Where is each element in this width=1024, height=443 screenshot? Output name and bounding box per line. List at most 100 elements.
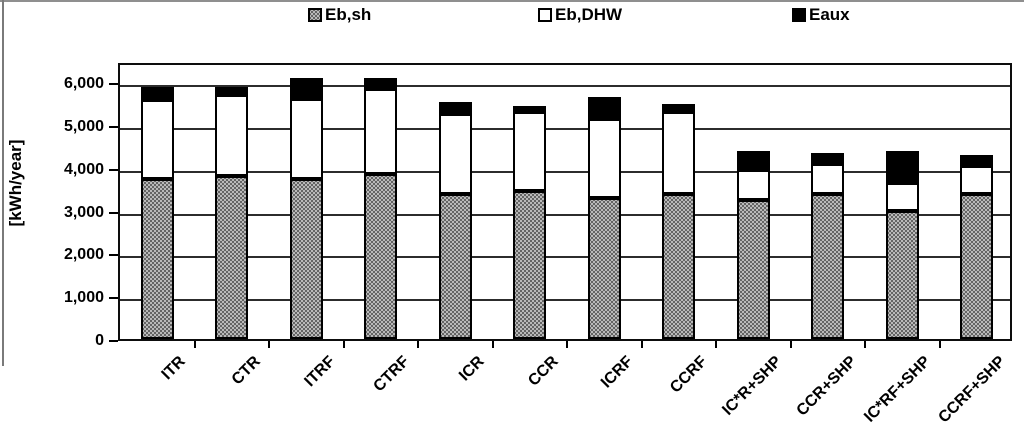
- gridline-5000: [120, 128, 1010, 131]
- segment-eaux: [587, 97, 621, 119]
- x-category-label-ccrf-shp: CCRF+SHP: [935, 353, 1009, 427]
- x-category-label-icrf: ICRF: [597, 353, 637, 392]
- bar-CTRF: [364, 78, 398, 339]
- segment-eb-sh: [662, 193, 696, 339]
- segment-eb-dhw: [438, 114, 472, 194]
- black-swatch-icon: [792, 7, 806, 22]
- x-axis-tick: [640, 341, 643, 348]
- legend-item-eb-dhw: Eb,DHW: [538, 6, 622, 23]
- y-axis-title: [kWh/year]: [6, 139, 25, 227]
- segment-eb-dhw: [662, 112, 696, 194]
- segment-eb-dhw: [364, 88, 398, 175]
- plot-area: [118, 63, 1012, 348]
- y-axis-tick: [109, 83, 118, 86]
- scan-edge-left: [2, 0, 4, 366]
- y-tick-label: 0: [95, 332, 104, 349]
- legend-item-eaux: Eaux: [792, 6, 850, 23]
- x-category-label-icr: ICR: [455, 353, 488, 385]
- segment-eaux: [140, 86, 174, 100]
- bar-ICR: [438, 101, 472, 339]
- bar-CCR+SHP: [811, 152, 845, 339]
- x-category-label-ic-rf-shp: IC*RF+SHP: [861, 353, 935, 426]
- y-tick-label: 1,000: [63, 289, 104, 307]
- segment-eaux: [960, 155, 994, 166]
- x-axis-tick: [417, 341, 419, 348]
- segment-eb-sh: [140, 178, 174, 339]
- segment-eb-sh: [587, 197, 621, 339]
- x-category-label-ccr-shp: CCR+SHP: [793, 353, 860, 420]
- segment-eaux: [736, 150, 770, 171]
- chart-legend: Eb,sh Eb,DHW Eaux: [0, 0, 1024, 30]
- segment-eb-sh: [364, 174, 398, 339]
- segment-eb-sh: [215, 176, 249, 339]
- y-tick-label: 2,000: [63, 246, 104, 264]
- x-axis-tick: [938, 341, 941, 348]
- segment-eaux: [513, 105, 547, 113]
- x-category-label-ccrf: CCRF: [667, 353, 711, 397]
- x-category-label-ctr: CTR: [228, 353, 264, 389]
- y-tick-label: 4,000: [63, 160, 104, 178]
- y-axis-tick: [109, 297, 118, 300]
- segment-eb-sh: [289, 178, 323, 339]
- bar-IC*R+SHP: [736, 150, 770, 339]
- bar-ITRF: [289, 78, 323, 339]
- segment-eaux: [364, 78, 398, 89]
- x-category-label-ic-r-shp: IC*R+SHP: [719, 353, 786, 419]
- x-axis-tick: [789, 341, 792, 348]
- x-category-label-ccr: CCR: [525, 353, 562, 390]
- legend-label: Eaux: [809, 5, 850, 24]
- gridline-6000: [120, 85, 1010, 88]
- bar-ITR: [140, 86, 174, 339]
- gridline-4000: [120, 170, 1010, 173]
- segment-eb-dhw: [736, 170, 770, 200]
- white-swatch-icon: [538, 7, 552, 22]
- segment-eb-sh: [438, 193, 472, 339]
- x-category-label-itrf: ITRF: [301, 353, 339, 391]
- y-tick-label: 5,000: [63, 118, 104, 136]
- segment-eaux: [811, 152, 845, 164]
- y-tick-label: 6,000: [63, 75, 104, 93]
- segment-eaux: [215, 86, 249, 96]
- x-axis-tick: [864, 341, 866, 348]
- bar-CCRF+SHP: [960, 155, 994, 339]
- segment-eaux: [289, 78, 323, 100]
- segment-eb-dhw: [215, 95, 249, 177]
- y-axis-tick: [109, 211, 118, 214]
- y-tick-label: 3,000: [63, 203, 104, 221]
- segment-eb-sh: [885, 210, 919, 339]
- x-axis-tick: [193, 341, 196, 348]
- scan-edge-top: [0, 0, 1024, 2]
- x-category-label-ctrf: CTRF: [370, 353, 413, 396]
- x-category-label-itr: ITR: [159, 353, 190, 384]
- segment-eb-dhw: [140, 99, 174, 179]
- legend-label: Eb,sh: [325, 5, 372, 24]
- segment-eb-sh: [960, 193, 994, 339]
- x-axis-tick: [566, 341, 568, 348]
- x-axis-tick: [491, 341, 494, 348]
- segment-eb-sh: [513, 191, 547, 339]
- y-axis-tick: [109, 168, 118, 171]
- gridline-2000: [120, 256, 1010, 259]
- segment-eb-dhw: [587, 118, 621, 198]
- y-axis-tick: [109, 126, 118, 129]
- segment-eb-sh: [811, 193, 845, 339]
- dotted-gray-swatch-icon: [308, 7, 322, 22]
- bar-CCR: [513, 105, 547, 339]
- legend-item-eb-sh: Eb,sh: [308, 6, 371, 23]
- bar-CTR: [215, 86, 249, 339]
- segment-eaux: [438, 101, 472, 115]
- gridline-1000: [120, 299, 1010, 302]
- legend-label: Eb,DHW: [555, 5, 623, 24]
- segment-eb-dhw: [811, 163, 845, 194]
- bar-ICRF: [587, 97, 621, 339]
- segment-eaux: [885, 150, 919, 183]
- segment-eb-dhw: [885, 182, 919, 211]
- gridline-3000: [120, 213, 1010, 216]
- segment-eb-sh: [736, 200, 770, 339]
- y-axis-tick: [109, 340, 118, 342]
- x-axis-tick: [268, 341, 270, 348]
- bar-CCRF: [662, 103, 696, 339]
- segment-eaux: [662, 103, 696, 113]
- segment-eb-dhw: [289, 99, 323, 179]
